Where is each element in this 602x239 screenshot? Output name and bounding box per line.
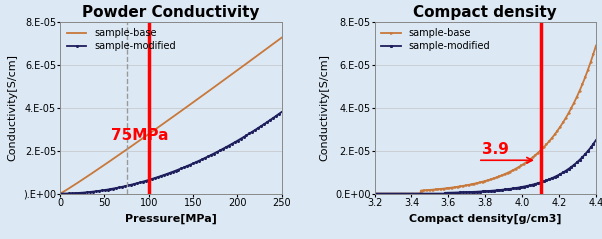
- X-axis label: Pressure[MPa]: Pressure[MPa]: [125, 213, 217, 223]
- Y-axis label: Conductivity[S/cm]: Conductivity[S/cm]: [320, 54, 329, 161]
- sample-modified: [187, 163, 194, 166]
- sample-modified: [205, 155, 212, 158]
- Legend: sample-base, sample-modified: sample-base, sample-modified: [65, 26, 178, 53]
- sample-modified: [223, 145, 231, 148]
- sample-base: [512, 167, 520, 170]
- Legend: sample-base, sample-modified: sample-base, sample-modified: [379, 26, 492, 53]
- sample-base: [187, 103, 194, 106]
- Line: sample-modified: sample-modified: [60, 111, 282, 194]
- sample-base: [223, 76, 231, 79]
- sample-modified: [57, 192, 64, 195]
- sample-modified: [114, 186, 121, 189]
- X-axis label: Compact density[g/cm3]: Compact density[g/cm3]: [409, 213, 562, 223]
- sample-modified: [278, 111, 285, 114]
- Title: Compact density: Compact density: [414, 5, 557, 20]
- Text: 75MPa: 75MPa: [111, 128, 168, 143]
- sample-base: [539, 147, 546, 150]
- sample-base: [592, 44, 600, 47]
- sample-modified: [562, 170, 569, 173]
- sample-modified: [96, 189, 103, 192]
- Title: Powder Conductivity: Powder Conductivity: [82, 5, 259, 20]
- sample-base: [500, 173, 507, 176]
- sample-base: [114, 155, 121, 158]
- sample-modified: [592, 139, 600, 141]
- sample-modified: [371, 192, 378, 195]
- sample-modified: [539, 180, 546, 183]
- sample-base: [57, 192, 64, 195]
- sample-base: [371, 192, 378, 195]
- sample-base: [505, 171, 512, 174]
- Text: 3.9: 3.9: [482, 142, 509, 157]
- Line: sample-modified: sample-modified: [374, 139, 597, 194]
- sample-modified: [505, 188, 512, 190]
- sample-modified: [157, 175, 164, 178]
- sample-modified: [512, 187, 520, 190]
- sample-base: [385, 192, 392, 195]
- sample-base: [96, 167, 103, 170]
- Line: sample-base: sample-base: [60, 38, 282, 194]
- sample-modified: [385, 192, 392, 195]
- sample-base: [205, 90, 212, 93]
- sample-base: [278, 36, 285, 39]
- sample-base: [157, 124, 164, 127]
- sample-modified: [500, 188, 507, 191]
- Line: sample-base: sample-base: [374, 45, 597, 194]
- sample-base: [562, 117, 569, 120]
- Y-axis label: Conductivity[S/cm]: Conductivity[S/cm]: [7, 54, 17, 161]
